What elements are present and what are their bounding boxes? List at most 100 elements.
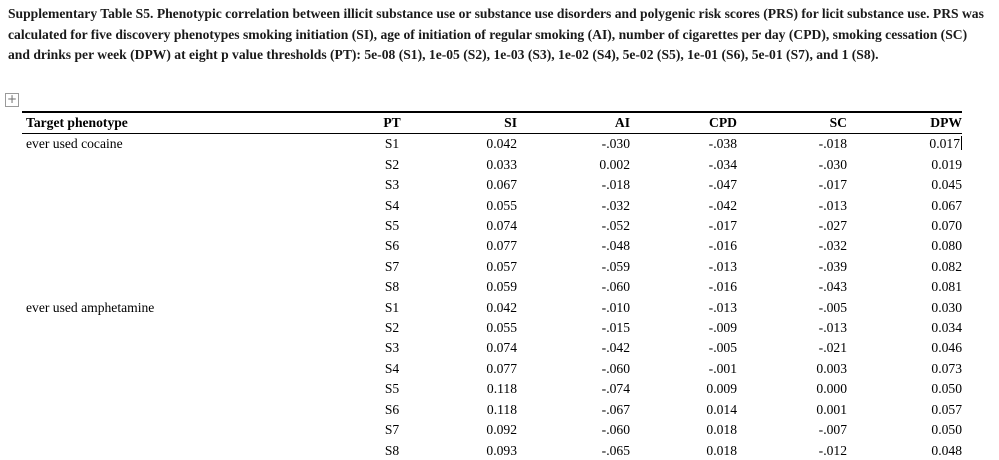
cell-ai[interactable]: -.065	[601, 442, 630, 458]
cell-sc[interactable]: -.017	[818, 177, 847, 193]
cell-pt[interactable]: S7	[384, 422, 400, 438]
cell-pt[interactable]: S6	[384, 238, 400, 254]
column-header-pt[interactable]: PT	[383, 115, 401, 130]
cell-pt[interactable]: S8	[384, 279, 400, 295]
cell-dpw[interactable]: 0.017	[929, 136, 962, 152]
cell-pt[interactable]: S5	[384, 381, 400, 397]
cell-phenotype[interactable]: ever used amphetamine	[26, 299, 155, 315]
cell-dpw[interactable]: 0.045	[931, 177, 962, 193]
cell-dpw[interactable]: 0.070	[931, 218, 962, 234]
cell-ai[interactable]: -.067	[601, 401, 630, 417]
cell-cpd[interactable]: -.013	[708, 299, 737, 315]
cell-si[interactable]: 0.118	[486, 381, 517, 397]
cell-pt[interactable]: S6	[384, 401, 400, 417]
cell-sc[interactable]: -.007	[818, 422, 847, 438]
cell-pt[interactable]: S8	[384, 442, 400, 458]
cell-cpd[interactable]: -.034	[708, 156, 737, 172]
cell-pt[interactable]: S2	[384, 320, 400, 336]
cell-phenotype[interactable]	[22, 196, 372, 216]
cell-dpw[interactable]: 0.082	[931, 258, 962, 274]
cell-si[interactable]: 0.092	[486, 422, 517, 438]
column-header-si[interactable]: SI	[504, 115, 517, 130]
cell-sc[interactable]: -.032	[818, 238, 847, 254]
cell-ai[interactable]: -.010	[601, 299, 630, 315]
cell-cpd[interactable]: -.013	[708, 258, 737, 274]
cell-phenotype[interactable]	[22, 175, 372, 195]
cell-ai[interactable]: -.030	[601, 136, 630, 152]
cell-cpd[interactable]: -.042	[708, 197, 737, 213]
cell-phenotype[interactable]	[22, 338, 372, 358]
cell-ai[interactable]: -.060	[601, 360, 630, 376]
cell-si[interactable]: 0.033	[486, 156, 517, 172]
cell-si[interactable]: 0.074	[486, 218, 517, 234]
table-caption[interactable]: Supplementary Table S5. Phenotypic corre…	[8, 6, 984, 62]
cell-si[interactable]: 0.093	[486, 442, 517, 458]
cell-dpw[interactable]: 0.057	[931, 401, 962, 417]
cell-phenotype[interactable]	[22, 277, 372, 297]
cell-sc[interactable]: -.013	[818, 197, 847, 213]
cell-phenotype[interactable]	[22, 359, 372, 379]
cell-ai[interactable]: -.059	[601, 258, 630, 274]
cell-cpd[interactable]: -.038	[708, 136, 737, 152]
cell-ai[interactable]: -.060	[601, 279, 630, 295]
cell-cpd[interactable]: 0.018	[706, 442, 737, 458]
cell-cpd[interactable]: -.047	[708, 177, 737, 193]
column-header-sc[interactable]: SC	[829, 115, 847, 130]
cell-phenotype[interactable]	[22, 155, 372, 175]
cell-si[interactable]: 0.059	[486, 279, 517, 295]
cell-pt[interactable]: S4	[384, 197, 400, 213]
cell-phenotype[interactable]	[22, 420, 372, 440]
cell-sc[interactable]: -.043	[818, 279, 847, 295]
cell-dpw[interactable]: 0.073	[931, 360, 962, 376]
table-move-handle-icon[interactable]: +	[5, 92, 19, 107]
cell-cpd[interactable]: -.017	[708, 218, 737, 234]
cell-cpd[interactable]: -.016	[708, 279, 737, 295]
cell-si[interactable]: 0.118	[486, 401, 517, 417]
cell-dpw[interactable]: 0.030	[931, 299, 962, 315]
cell-pt[interactable]: S1	[384, 136, 400, 152]
cell-ai[interactable]: -.060	[601, 422, 630, 438]
cell-phenotype[interactable]	[22, 257, 372, 277]
cell-dpw[interactable]: 0.050	[931, 381, 962, 397]
cell-sc[interactable]: -.012	[818, 442, 847, 458]
cell-si[interactable]: 0.055	[486, 197, 517, 213]
cell-ai[interactable]: -.042	[601, 340, 630, 356]
column-header-ai[interactable]: AI	[614, 115, 630, 130]
cell-ai[interactable]: -.048	[601, 238, 630, 254]
cell-ai[interactable]: -.015	[601, 320, 630, 336]
cell-ai[interactable]: -.052	[601, 218, 630, 234]
cell-phenotype[interactable]	[22, 318, 372, 338]
cell-dpw[interactable]: 0.080	[931, 238, 962, 254]
cell-si[interactable]: 0.057	[486, 258, 517, 274]
cell-sc[interactable]: -.005	[818, 299, 847, 315]
cell-si[interactable]: 0.042	[486, 299, 517, 315]
cell-si[interactable]: 0.042	[486, 136, 517, 152]
cell-cpd[interactable]: -.001	[708, 360, 737, 376]
cell-sc[interactable]: 0.003	[816, 360, 847, 376]
cell-phenotype[interactable]	[22, 400, 372, 420]
column-header-cpd[interactable]: CPD	[709, 115, 737, 130]
cell-phenotype[interactable]	[22, 441, 372, 460]
cell-si[interactable]: 0.067	[486, 177, 517, 193]
cell-ai[interactable]: -.074	[601, 381, 630, 397]
cell-phenotype[interactable]: ever used cocaine	[26, 136, 123, 152]
cell-sc[interactable]: -.039	[818, 258, 847, 274]
cell-pt[interactable]: S5	[384, 218, 400, 234]
cell-dpw[interactable]: 0.050	[931, 422, 962, 438]
cell-dpw[interactable]: 0.034	[931, 320, 962, 336]
cell-pt[interactable]: S7	[384, 258, 400, 274]
cell-pt[interactable]: S2	[384, 156, 400, 172]
cell-cpd[interactable]: -.005	[708, 340, 737, 356]
cell-si[interactable]: 0.055	[486, 320, 517, 336]
cell-dpw[interactable]: 0.067	[931, 197, 962, 213]
cell-sc[interactable]: 0.000	[816, 381, 847, 397]
cell-ai[interactable]: -.032	[601, 197, 630, 213]
cell-cpd[interactable]: 0.014	[706, 401, 737, 417]
cell-dpw[interactable]: 0.019	[931, 156, 962, 172]
cell-cpd[interactable]: 0.018	[706, 422, 737, 438]
cell-pt[interactable]: S1	[384, 299, 400, 315]
cell-ai[interactable]: -.018	[601, 177, 630, 193]
cell-pt[interactable]: S3	[384, 340, 400, 356]
column-header-target-phenotype[interactable]: Target phenotype	[26, 115, 128, 130]
cell-si[interactable]: 0.077	[486, 360, 517, 376]
